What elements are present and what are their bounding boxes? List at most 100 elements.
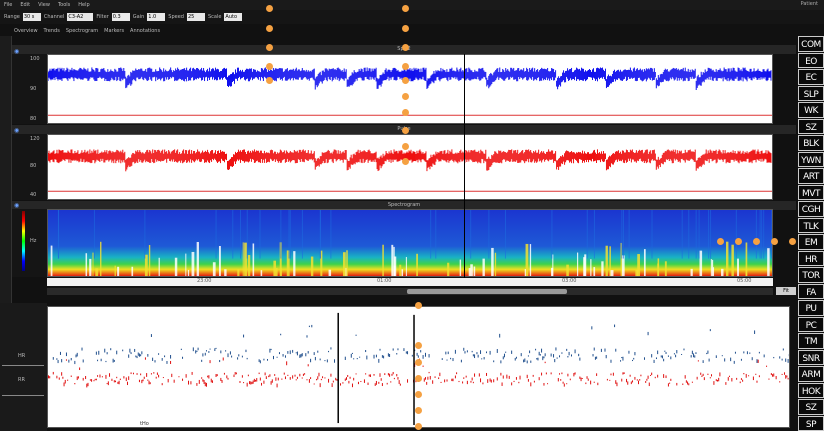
tag-button-eo[interactable]: EO — [798, 52, 824, 68]
scatter-point-hr — [330, 347, 332, 350]
scatter-point-rr — [766, 365, 768, 367]
spectro-stripe — [289, 210, 291, 259]
spectro-stripe — [144, 210, 146, 259]
scatter-point-hr — [670, 356, 672, 360]
spectrogram-plot[interactable] — [47, 209, 773, 277]
time-scrollbar[interactable] — [47, 288, 773, 295]
scatter-point-rr — [380, 378, 382, 381]
scatter-point-rr — [709, 377, 711, 379]
tag-button-tor[interactable]: TOR — [798, 267, 824, 283]
option-annotations[interactable]: Annotations — [130, 28, 161, 34]
tag-button-sz[interactable]: SZ — [798, 399, 824, 415]
trend2-plot[interactable] — [47, 134, 773, 200]
scatter-point-hr — [272, 355, 274, 360]
scatter-point-hr — [201, 359, 203, 362]
scale-input[interactable]: Auto — [224, 13, 243, 21]
scatter-point-hr — [396, 353, 398, 355]
channel-input[interactable]: C3-A2 — [67, 13, 94, 21]
trend1-plot[interactable] — [47, 54, 773, 124]
menu-item[interactable]: Help — [78, 2, 90, 8]
option-markers[interactable]: Markers — [104, 28, 125, 34]
scatter-point-hr — [544, 353, 546, 357]
tag-button-pu[interactable]: PU — [798, 300, 824, 316]
tag-button-tm[interactable]: TM — [798, 333, 824, 349]
scatter-point-rr — [390, 381, 392, 383]
tag-button-wk[interactable]: WK — [798, 102, 824, 118]
scatter-point-hr — [243, 334, 245, 338]
tag-button-art[interactable]: ART — [798, 168, 824, 184]
scatter-point-rr — [203, 380, 205, 384]
scatter-point-hr — [543, 356, 545, 359]
time-cursor[interactable] — [464, 54, 465, 278]
tag-button-hr[interactable]: HR — [798, 250, 824, 266]
scatter-point-rr — [161, 383, 163, 386]
scatter-point-rr — [171, 373, 173, 378]
scatter-point-rr — [392, 371, 394, 375]
scatter-point-rr — [422, 365, 424, 367]
menu-item[interactable]: File — [4, 2, 13, 8]
option-overview[interactable]: Overview — [14, 28, 38, 34]
scatter-point-hr — [276, 356, 278, 358]
tag-button-snr[interactable]: SNR — [798, 349, 824, 365]
tag-button-fa[interactable]: FA — [798, 283, 824, 299]
tag-button-pc[interactable]: PC — [798, 316, 824, 332]
tag-button-mvt[interactable]: MVT — [798, 184, 824, 200]
spectro-stripe — [93, 210, 95, 259]
filter-input[interactable]: 0.3 — [111, 13, 130, 21]
touch-dot — [415, 342, 422, 349]
scatter-point-hr — [610, 359, 612, 363]
scatter-point-rr — [149, 382, 151, 385]
scatter-point-hr — [97, 359, 99, 362]
option-trends[interactable]: Trends — [43, 28, 60, 34]
range-input[interactable]: 30 s — [22, 13, 41, 21]
scatter-point-hr — [306, 335, 308, 338]
scatter-point-rr — [496, 377, 498, 381]
fit-button[interactable]: Fit — [776, 287, 796, 295]
scatter-point-hr — [59, 351, 61, 355]
tag-button-arm[interactable]: ARM — [798, 366, 824, 382]
spectro-burst — [212, 262, 216, 276]
tag-button-slp[interactable]: SLP — [798, 85, 824, 101]
menu-item[interactable]: View — [38, 2, 50, 8]
scatter-point-hr — [464, 351, 466, 354]
scatter-point-hr — [559, 355, 561, 358]
tag-button-com[interactable]: COM — [798, 36, 824, 52]
touch-dot — [402, 109, 409, 116]
scatter-point-hr — [328, 350, 330, 353]
trend1-eye-icon[interactable]: ◉ — [14, 48, 20, 55]
trend2-eye-icon[interactable]: ◉ — [14, 127, 20, 134]
menu-item[interactable]: Edit — [20, 2, 31, 8]
speed-input[interactable]: 25 — [186, 13, 205, 21]
touch-dot — [415, 375, 422, 382]
tag-button-sp[interactable]: SP — [798, 415, 824, 431]
scatter-point-rr — [99, 374, 101, 378]
tag-button-sz[interactable]: SZ — [798, 118, 824, 134]
scatter-point-rr — [586, 376, 588, 379]
tag-button-tlk[interactable]: TLK — [798, 217, 824, 233]
gain-input[interactable]: 1.0 — [147, 13, 166, 21]
tag-button-ywn[interactable]: YWN — [798, 151, 824, 167]
scatter-point-hr — [166, 360, 168, 364]
spectro-eye-icon[interactable]: ◉ — [14, 202, 20, 209]
spectro-burst — [447, 262, 450, 276]
scatter-point-hr — [579, 357, 581, 361]
scatter-point-hr — [632, 359, 634, 362]
scatter-point-hr — [787, 359, 789, 363]
scatter-point-hr — [204, 352, 206, 356]
scatter-point-rr — [202, 379, 204, 382]
scatter-point-rr — [207, 375, 209, 378]
scatter-point-rr — [609, 379, 611, 381]
tag-button-blk[interactable]: BLK — [798, 135, 824, 151]
tag-button-ec[interactable]: EC — [798, 69, 824, 85]
scroll-thumb[interactable] — [407, 289, 567, 294]
scatter-point-rr — [506, 374, 508, 379]
scatter-point-rr — [235, 372, 237, 375]
scatter-point-rr — [119, 378, 121, 381]
tag-button-hok[interactable]: HOK — [798, 382, 824, 398]
scatter-point-hr — [378, 358, 380, 363]
menu-item[interactable]: Tools — [57, 2, 71, 8]
option-spectrogram[interactable]: Spectrogram — [65, 28, 99, 34]
tag-button-cgh[interactable]: CGH — [798, 201, 824, 217]
tag-button-em[interactable]: EM — [798, 234, 824, 250]
scatter-point-rr — [487, 379, 489, 383]
